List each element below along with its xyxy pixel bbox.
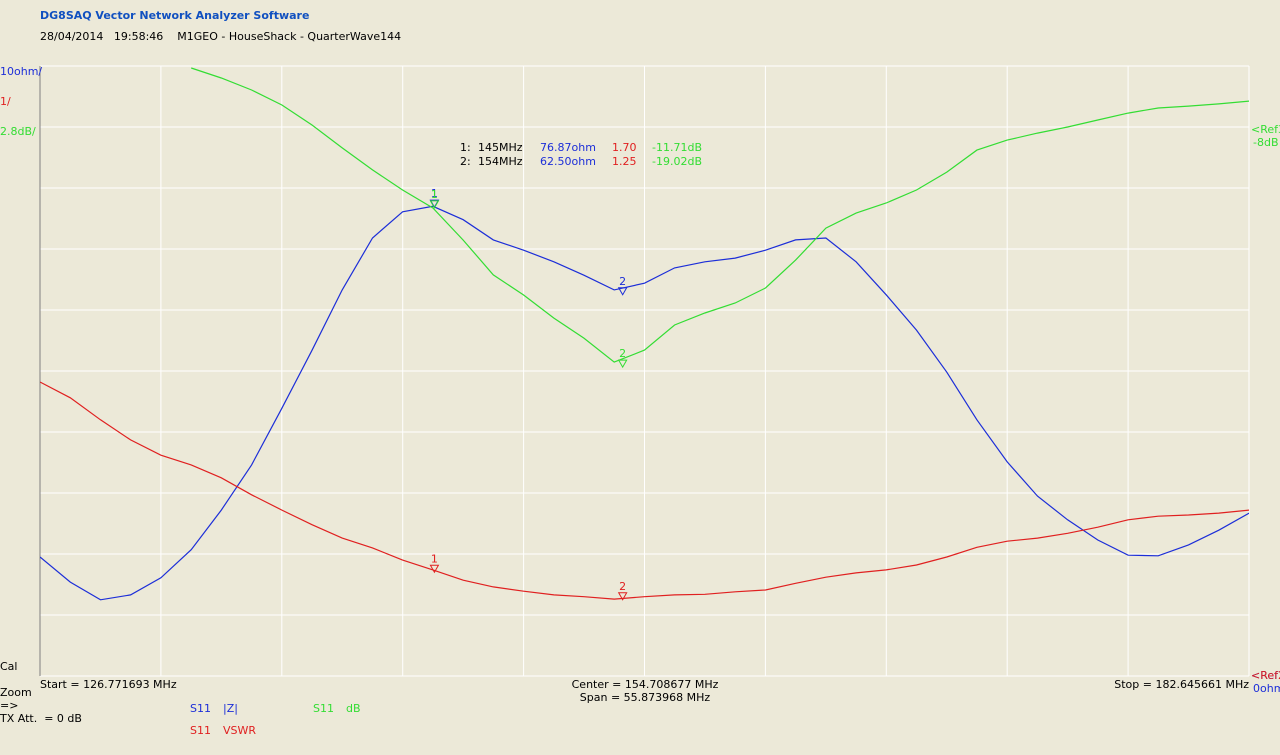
cal-label: Cal [0, 660, 17, 673]
trace [40, 205, 1249, 601]
marker-table-freq: 154MHz [478, 155, 523, 168]
trace [40, 381, 1249, 600]
marker-value: -19.02dB [652, 155, 702, 168]
marker-id: 1 [431, 552, 438, 565]
legend-parameter: S11 [190, 724, 211, 737]
scale-label: 10ohm/ [0, 65, 42, 78]
scale-label: 1/ [0, 95, 11, 108]
subtitle: 28/04/2014 19:58:46 M1GEO - HouseShack -… [40, 30, 401, 43]
traces [40, 67, 1249, 601]
marker-table-id: 2: [460, 155, 471, 168]
marker-value: -11.71dB [652, 141, 702, 154]
ref-label: <Ref2 [1251, 669, 1280, 682]
marker-value: 62.50ohm [540, 155, 596, 168]
marker-table-freq: 145MHz [478, 141, 523, 154]
grid [39, 65, 1250, 677]
legend-name: dB [346, 702, 361, 715]
marker-value: 76.87ohm [540, 141, 596, 154]
ref-value: 0ohm [1253, 682, 1280, 695]
start-freq: Start = 126.771693 MHz [40, 678, 177, 691]
trace [191, 67, 1249, 363]
ref-label: <Ref3 [1251, 123, 1280, 136]
span-freq: Span = 55.873968 MHz [580, 691, 711, 704]
marker-triangle [429, 200, 440, 209]
marker-id: 1 [431, 187, 438, 200]
marker-id: 2 [619, 275, 626, 288]
legend-name: VSWR [223, 724, 256, 737]
ref-value: -8dB [1253, 136, 1279, 149]
marker-triangle [617, 287, 628, 296]
marker-triangle [617, 359, 628, 369]
marker-id: 2 [619, 347, 626, 360]
marker-id: 2 [619, 580, 626, 593]
legend-parameter: S11 [190, 702, 211, 715]
legend-name: |Z| [223, 702, 238, 715]
overlay: 10ohm/ <Ref10ohm 1 76.87ohm 2 62.50ohm S11 |Z| 2… [0, 65, 1280, 737]
scale-label: 2.8dB/ [0, 125, 36, 138]
tx-att-label: TX Att. = 0 dB [0, 712, 82, 725]
center-freq: Center = 154.708677 MHz [572, 678, 719, 691]
marker-value: 1.25 [612, 155, 637, 168]
marker-table-id: 1: [460, 141, 471, 154]
marker-triangle [429, 564, 440, 574]
marker-triangle [617, 592, 628, 601]
app-title: DG8SAQ Vector Network Analyzer Software [40, 9, 309, 22]
zoom-label: Zoom [0, 686, 32, 699]
marker-value: 1.70 [612, 141, 637, 154]
marker-id: 1 [431, 188, 438, 201]
stop-freq: Stop = 182.645661 MHz [1114, 678, 1249, 691]
arrow-label: => [0, 699, 18, 712]
legend-parameter: S11 [313, 702, 334, 715]
